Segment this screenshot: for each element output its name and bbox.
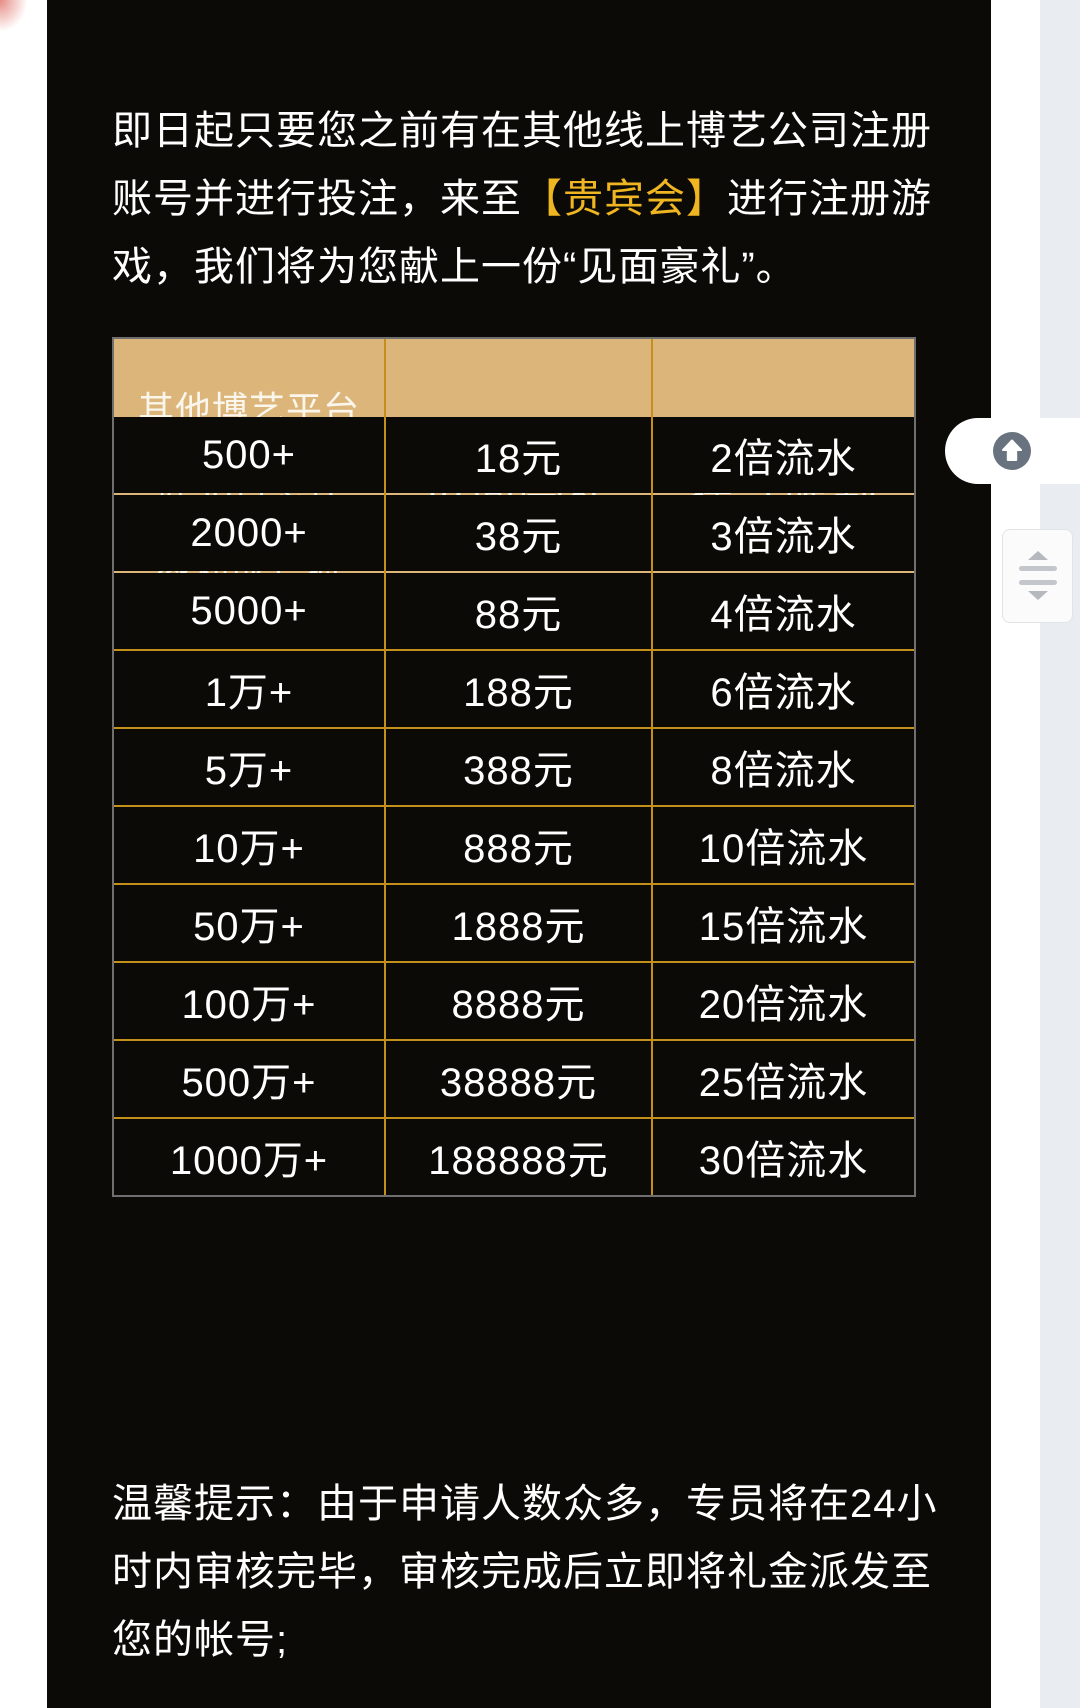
- back-to-top-button[interactable]: [945, 418, 1080, 484]
- table-cell: 38元: [386, 495, 651, 571]
- table-cell: 1000万+: [114, 1119, 384, 1195]
- table-cell: 10万+: [114, 807, 384, 883]
- arrow-up-circle-icon: [993, 432, 1031, 470]
- notice-paragraph: 温馨提示：由于申请人数众多，专员将在24小 时内审核完毕，审核完成后立即将礼金派…: [112, 1470, 938, 1674]
- table-cell: 18元: [386, 417, 651, 493]
- table-cell: 100万+: [114, 963, 384, 1039]
- table-cell: 38888元: [386, 1041, 651, 1117]
- intro-line-2: 账号并进行投注，来至【贵宾会】进行注册游: [112, 177, 932, 221]
- triangle-down-icon: [1027, 591, 1048, 600]
- table-cell: 188888元: [386, 1119, 651, 1195]
- content-area: 即日起只要您之前有在其他线上博艺公司注册 账号并进行投注，来至【贵宾会】进行注册…: [47, 0, 991, 1708]
- triangle-up-icon: [1027, 551, 1048, 560]
- notice-line-3: 您的帐号;: [112, 1618, 289, 1662]
- table-cell: 6倍流水: [653, 651, 914, 727]
- table-cell: 888元: [386, 807, 651, 883]
- table-cell: 30倍流水: [653, 1119, 914, 1195]
- intro-line-3: 戏，我们将为您献上一份“见面豪礼”。: [112, 245, 797, 289]
- table-cell: 8倍流水: [653, 729, 914, 805]
- table-cell: 2000+: [114, 495, 384, 571]
- table-cell: 50万+: [114, 885, 384, 961]
- scroll-bar-line: [1018, 580, 1057, 585]
- notice-line-1: 温馨提示：由于申请人数众多，专员将在24小: [112, 1482, 938, 1526]
- table-cell: 10倍流水: [653, 807, 914, 883]
- table-cell: 8888元: [386, 963, 651, 1039]
- brand-highlight: 【贵宾会】: [522, 177, 727, 221]
- intro-line-1: 即日起只要您之前有在其他线上博艺公司注册: [112, 109, 932, 153]
- scroll-bar-line: [1018, 566, 1057, 571]
- table-cell: 20倍流水: [653, 963, 914, 1039]
- table-cell: 1万+: [114, 651, 384, 727]
- table-cell: 15倍流水: [653, 885, 914, 961]
- table-cell: 88元: [386, 573, 651, 649]
- table-cell: 188元: [386, 651, 651, 727]
- table-cell: 4倍流水: [653, 573, 914, 649]
- table-cell: 500万+: [114, 1041, 384, 1117]
- table-cell: 5万+: [114, 729, 384, 805]
- table-cell: 1888元: [386, 885, 651, 961]
- page-corner-tint: [0, 0, 26, 30]
- right-white-column: [991, 0, 1040, 1708]
- table-cell: 25倍流水: [653, 1041, 914, 1117]
- intro-paragraph: 即日起只要您之前有在其他线上博艺公司注册 账号并进行投注，来至【贵宾会】进行注册…: [112, 97, 932, 301]
- bonus-table: 其他博艺平台 近30日总计 盈利或亏损 见面豪礼 提款限制 500+ 18元 2…: [112, 337, 916, 1197]
- table-cell: 500+: [114, 417, 384, 493]
- table-cell: 5000+: [114, 573, 384, 649]
- table-cell: 3倍流水: [653, 495, 914, 571]
- table-cell: 2倍流水: [653, 417, 914, 493]
- notice-line-2: 时内审核完毕，审核完成后立即将礼金派发至: [112, 1550, 932, 1594]
- table-cell: 388元: [386, 729, 651, 805]
- scroll-indicator-widget[interactable]: [1002, 529, 1073, 623]
- right-scrollbar-track[interactable]: [1040, 0, 1080, 1708]
